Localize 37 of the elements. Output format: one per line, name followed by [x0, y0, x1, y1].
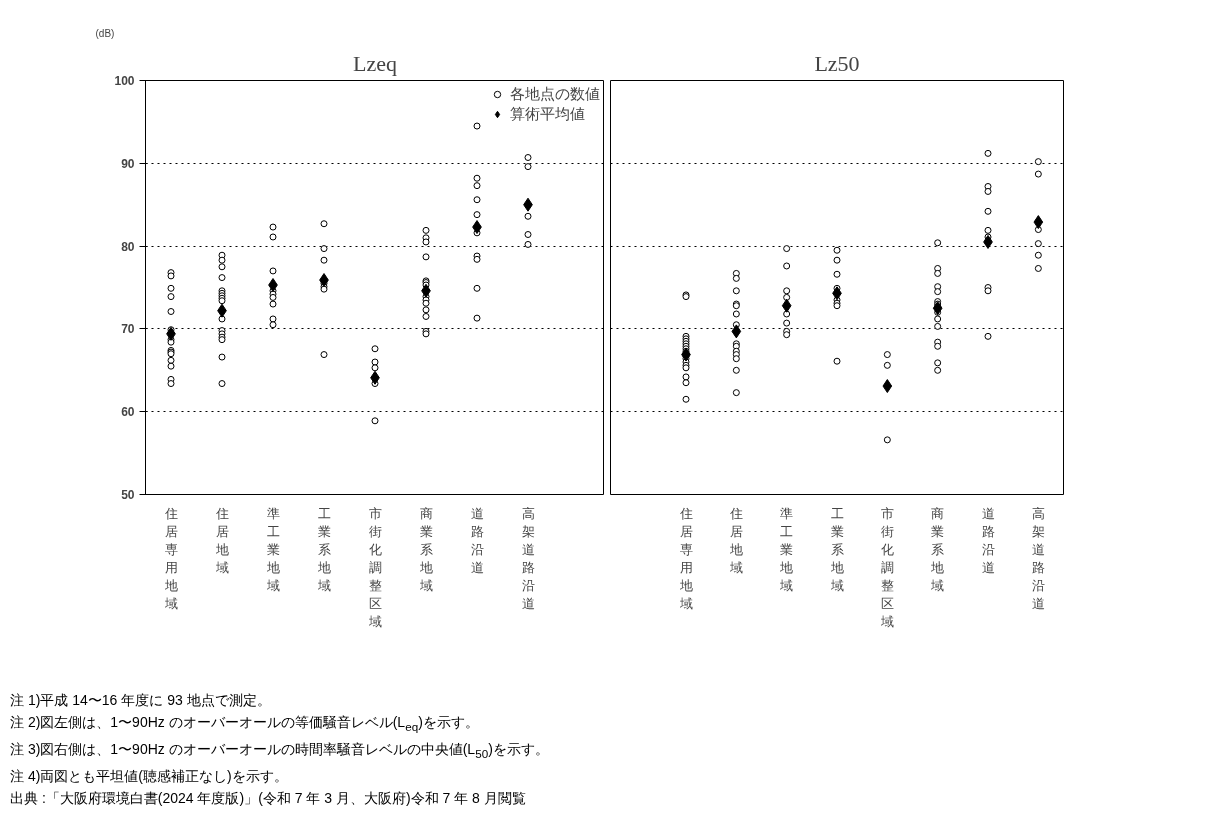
x-tick-label: 商業系地域 — [418, 505, 433, 593]
source-note: 出典 :「大阪府環境白書(2024 年度版)」(令和 7 年 3 月、大阪府)令和 7 年 8 月閲覧 — [10, 789, 526, 806]
x-tick-label: 住居地域 — [728, 505, 743, 575]
text: 注 4)両図とも平坦値(聴感補正なし)を示す。 — [10, 767, 288, 784]
x-tick-label: 高架道路沿道 — [521, 505, 535, 611]
point — [781, 298, 792, 313]
chart-title: Lzeq — [353, 50, 397, 76]
x-tick-label: 準工業地域 — [265, 505, 280, 593]
x-tick-label: 市街化調整区域 — [879, 505, 894, 629]
y-axis-title: (dB) — [95, 27, 115, 39]
x-tick-label: 準工業地域 — [779, 505, 794, 593]
y-tick-label: 80 — [121, 239, 135, 254]
x-tick-label: 住居地域 — [214, 505, 229, 575]
point — [1033, 215, 1044, 230]
chart-title: Lz50 — [814, 50, 860, 76]
y-tick-label: 60 — [121, 405, 135, 420]
point — [932, 301, 943, 316]
y-tick-label: 50 — [121, 488, 135, 502]
y-tick-label: 70 — [121, 322, 135, 337]
x-tick-label: 市街化調整区域 — [367, 505, 382, 629]
x-tick-label: 道路沿道 — [981, 505, 995, 575]
text: 注 1)平成 14〜16 年度に 93 地点で測定。 — [10, 692, 271, 708]
x-tick-label: 高架道路沿道 — [1031, 505, 1045, 611]
x-tick-label: 商業系地域 — [930, 505, 945, 593]
x-tick-label: 住居専用地域 — [163, 505, 178, 611]
x-tick-label: 住居専用地域 — [678, 505, 693, 611]
text: 注 3)図右側は、1〜90Hz のオーバーオールの時間率騒音レベルの中央値(L$_{50}$)を示す。 — [10, 740, 549, 760]
point — [731, 324, 742, 339]
x-tick-label: 道路沿道 — [470, 505, 484, 575]
y-tick-label: 100 — [114, 74, 135, 88]
y-tick-label: 90 — [121, 156, 135, 171]
legend-label: 各地点の数値 — [510, 84, 600, 104]
legend-label: 算術平均値 — [510, 104, 585, 124]
x-tick-label: 工業系地域 — [829, 505, 844, 593]
x-tick-label: 工業系地域 — [316, 505, 331, 593]
point — [882, 379, 893, 394]
text: 注 2)図左側は、1〜90Hz のオーバーオールの等価騒音レベル(L$_{eq}$)を示す。 — [10, 714, 479, 733]
